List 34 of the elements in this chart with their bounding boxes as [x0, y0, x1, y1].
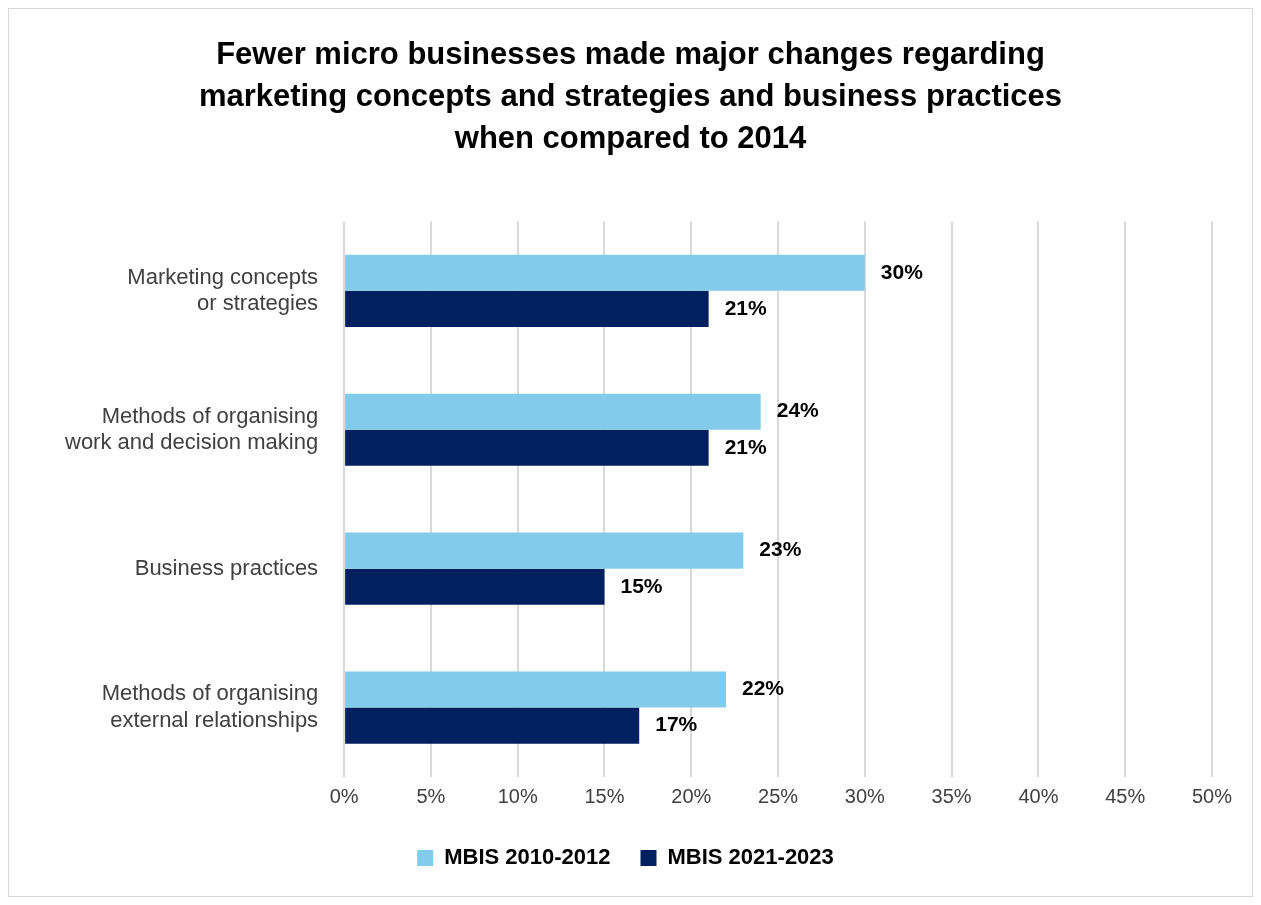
legend-label: MBIS 2021-2023 [667, 844, 834, 870]
x-tick-label: 5% [416, 784, 446, 807]
chart-title: Fewer micro businesses made major changes regarding marketing concepts and strategies and business practices when compared to 2014 [197, 35, 1064, 157]
x-tick-label: 15% [584, 784, 625, 807]
y-tick-label: Marketing concepts or strategies [127, 263, 319, 316]
y-tick-label: Business practices [134, 554, 319, 580]
x-tick-label: 45% [1105, 784, 1146, 807]
x-tick-label: 0% [329, 784, 359, 807]
legend-label: MBIS 2010-2012 [444, 844, 611, 870]
bar [345, 429, 709, 466]
y-tick-label: Methods of organising external relationships [101, 680, 319, 732]
data-label: 24% [776, 398, 820, 422]
y-tick-label: Methods of organising work and decision making [63, 402, 319, 455]
x-tick-label: 30% [844, 784, 886, 807]
x-tick-label: 25% [758, 784, 799, 807]
data-label: 15% [620, 573, 663, 597]
x-tick-label: 20% [671, 784, 712, 807]
x-tick-label: 10% [497, 784, 538, 807]
data-label: 17% [655, 712, 698, 736]
bar [345, 532, 744, 569]
bar [345, 707, 640, 744]
data-label: 30% [880, 259, 924, 283]
bar [345, 671, 726, 708]
x-tick-label: 35% [931, 784, 972, 807]
data-label: 21% [724, 295, 767, 319]
data-label: 21% [724, 434, 767, 458]
x-tick-label: 40% [1018, 784, 1059, 807]
data-label: 23% [759, 537, 802, 561]
x-tick-label: 50% [1191, 784, 1233, 807]
data-label: 22% [741, 676, 785, 700]
bar [345, 290, 709, 327]
bar [345, 568, 605, 605]
bar [345, 254, 865, 291]
bar [345, 393, 761, 430]
